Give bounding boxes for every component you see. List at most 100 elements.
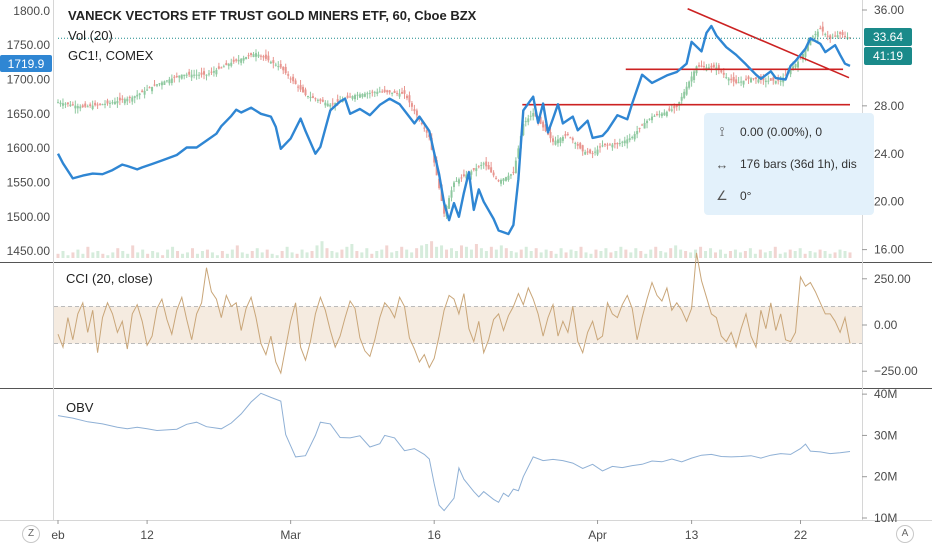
volume-bar [798,248,802,258]
candle-body [235,59,238,61]
obv-axis-tick: 10M [874,511,897,525]
candle-body [148,87,151,89]
candle-body [472,168,475,170]
volume-bar [813,252,817,258]
volume-bar [639,251,643,258]
candle-body [158,83,161,85]
candle-body [401,91,404,94]
candle-body [613,143,616,145]
volume-bar [514,252,518,258]
volume-bar [270,253,274,258]
candle-body [834,35,837,37]
candle-body [217,66,220,69]
candle-body [240,58,243,63]
volume-bar [594,249,598,258]
volume-bar [210,252,214,258]
candle-body [752,78,755,80]
candle-body [554,140,557,145]
gold-futures-line [56,24,851,236]
measure-angle-text: 0° [740,189,752,203]
volume-bar [743,251,747,258]
candle-body [94,102,97,106]
candle-body [821,26,824,32]
left-axis-tick: 1600.00 [7,141,51,155]
left-axis-tick: 1750.00 [7,38,51,52]
candle-body [59,102,62,105]
candle-body [806,43,809,51]
candle-body [797,61,800,68]
candle-body [175,76,178,78]
candle-body [601,145,604,147]
candle-body [79,106,82,109]
candle-body [732,76,735,82]
candle-body [571,138,574,141]
candle-body [195,74,198,76]
candle-body [314,98,317,100]
trendlines[interactable] [522,8,850,106]
candle-body [814,33,817,35]
volume-bar [106,255,110,258]
candle-body [720,70,723,73]
candle-body [163,81,166,85]
candle-body [106,100,109,104]
auto-scale-button[interactable]: A [896,525,914,543]
candle-body [274,64,277,66]
candle-body [104,103,107,105]
candle-body [730,78,733,81]
volume-bar [684,251,688,258]
candle-body [809,38,812,46]
candle-body [351,96,354,99]
candle-body [255,53,257,57]
candle-body [289,78,292,80]
candle-body [524,121,527,123]
candle-body [594,151,597,153]
time-axis-tick: Mar [280,528,301,542]
candle-body [143,90,146,95]
candle-body [462,174,465,177]
right-axis-tick: 20.00 [874,195,904,209]
candle-body [396,92,399,94]
measure-tool-popup[interactable]: ⟟ 0.00 (0.00%), 0 ↔ 176 bars (36d 1h), d… [704,113,874,215]
volume-bar [61,251,65,258]
candle-body [710,65,713,68]
volume-bar [848,252,852,258]
compare-symbol-label[interactable]: GC1!, COMEX [68,48,154,63]
cci-indicator-label[interactable]: CCI (20, close) [66,271,153,286]
obv-axis-tick: 20M [874,470,897,484]
candle-body [215,69,218,75]
volume-bar [788,249,792,258]
volume-bar [176,251,180,258]
volume-bar [250,251,254,258]
candle-body [138,93,141,96]
candle-body [349,96,352,98]
volume-bar [778,253,782,258]
candle-body [717,65,720,70]
candle-body [101,104,104,106]
cci-axis-tick: 250.00 [874,272,911,286]
candle-body [99,103,102,105]
vol-indicator-label[interactable]: Vol (20) [68,28,113,43]
auto-zoom-button[interactable]: Z [22,525,40,543]
candle-body [490,167,493,173]
candle-body [282,66,285,71]
candle-body [745,78,748,80]
candle-body [747,76,750,80]
candle-body [522,123,525,136]
candle-body [623,140,626,144]
candle-body [183,74,186,77]
volume-bar [370,253,374,258]
volume-bar [474,244,478,258]
volume-bar [136,252,140,258]
volume-bar [330,251,334,258]
candle-body [772,77,775,81]
candle-body [675,105,678,108]
candle-body [222,66,225,68]
candle-body [381,91,384,93]
candle-body [722,72,725,75]
candle-body [663,112,666,116]
obv-indicator-label[interactable]: OBV [66,400,94,415]
candle-body [712,64,715,68]
time-axis-tick: 13 [685,528,699,542]
volume-bar [509,251,513,258]
volume-bar [494,249,498,258]
